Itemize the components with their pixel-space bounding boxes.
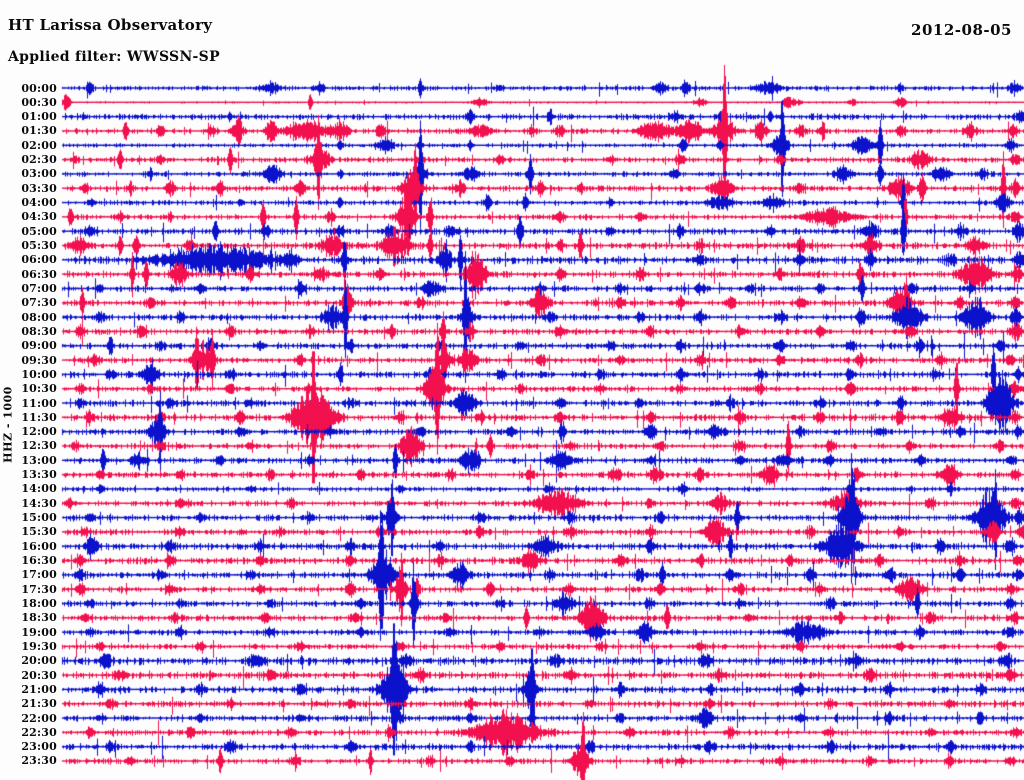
row-time-label: 16:30 [21,554,57,568]
row-time-label: 01:30 [21,124,57,138]
row-time-label: 14:30 [21,496,57,510]
row-time-label: 06:00 [21,253,57,267]
row-time-label: 19:00 [21,625,57,639]
row-time-label: 10:30 [21,382,57,396]
row-time-label: 13:30 [21,468,57,482]
time-axis: 00:00 00:30 01:00 01:30 02:00 02:30 03:00 03:30… [0,0,57,780]
filter-label: Applied filter: WWSSN-SP [8,49,220,65]
row-time-label: 19:30 [21,639,57,653]
row-time-label: 21:30 [21,697,57,711]
row-time-label: 22:30 [21,725,57,739]
row-time-label: 16:00 [21,539,57,553]
row-time-label: 11:00 [21,396,57,410]
row-time-label: 21:00 [21,682,57,696]
row-time-label: 15:00 [21,511,57,525]
row-time-label: 08:30 [21,324,57,338]
row-time-label: 00:30 [21,95,57,109]
row-time-label: 05:00 [21,224,57,238]
row-time-label: 15:30 [21,525,57,539]
row-time-label: 00:00 [21,81,57,95]
row-time-label: 03:00 [21,167,57,181]
row-time-label: 09:00 [21,339,57,353]
row-time-label: 23:30 [21,754,57,768]
row-time-label: 03:30 [21,181,57,195]
row-time-label: 17:00 [21,568,57,582]
row-time-label: 07:30 [21,296,57,310]
row-time-label: 04:30 [21,210,57,224]
row-time-label: 09:30 [21,353,57,367]
row-time-label: 07:00 [21,281,57,295]
row-time-label: 01:00 [21,110,57,124]
row-time-label: 10:00 [21,367,57,381]
page-title: HT Larissa Observatory [8,16,213,34]
row-time-label: 04:00 [21,196,57,210]
row-time-label: 13:00 [21,453,57,467]
row-time-label: 18:30 [21,611,57,625]
row-time-label: 17:30 [21,582,57,596]
row-time-label: 02:30 [21,153,57,167]
row-time-label: 12:00 [21,425,57,439]
row-time-label: 23:00 [21,740,57,754]
row-time-label: 18:00 [21,596,57,610]
row-time-label: 22:00 [21,711,57,725]
row-time-label: 05:30 [21,239,57,252]
row-time-label: 06:30 [21,267,57,281]
row-time-label: 12:30 [21,439,57,453]
row-time-label: 02:00 [21,138,57,152]
row-time-label: 14:00 [21,482,57,496]
row-time-label: 08:00 [21,310,57,324]
row-time-label: 11:30 [21,410,57,424]
row-time-label: 20:30 [21,668,57,682]
date-label: 2012-08-05 [911,21,1012,39]
row-time-label: 20:00 [21,654,57,668]
